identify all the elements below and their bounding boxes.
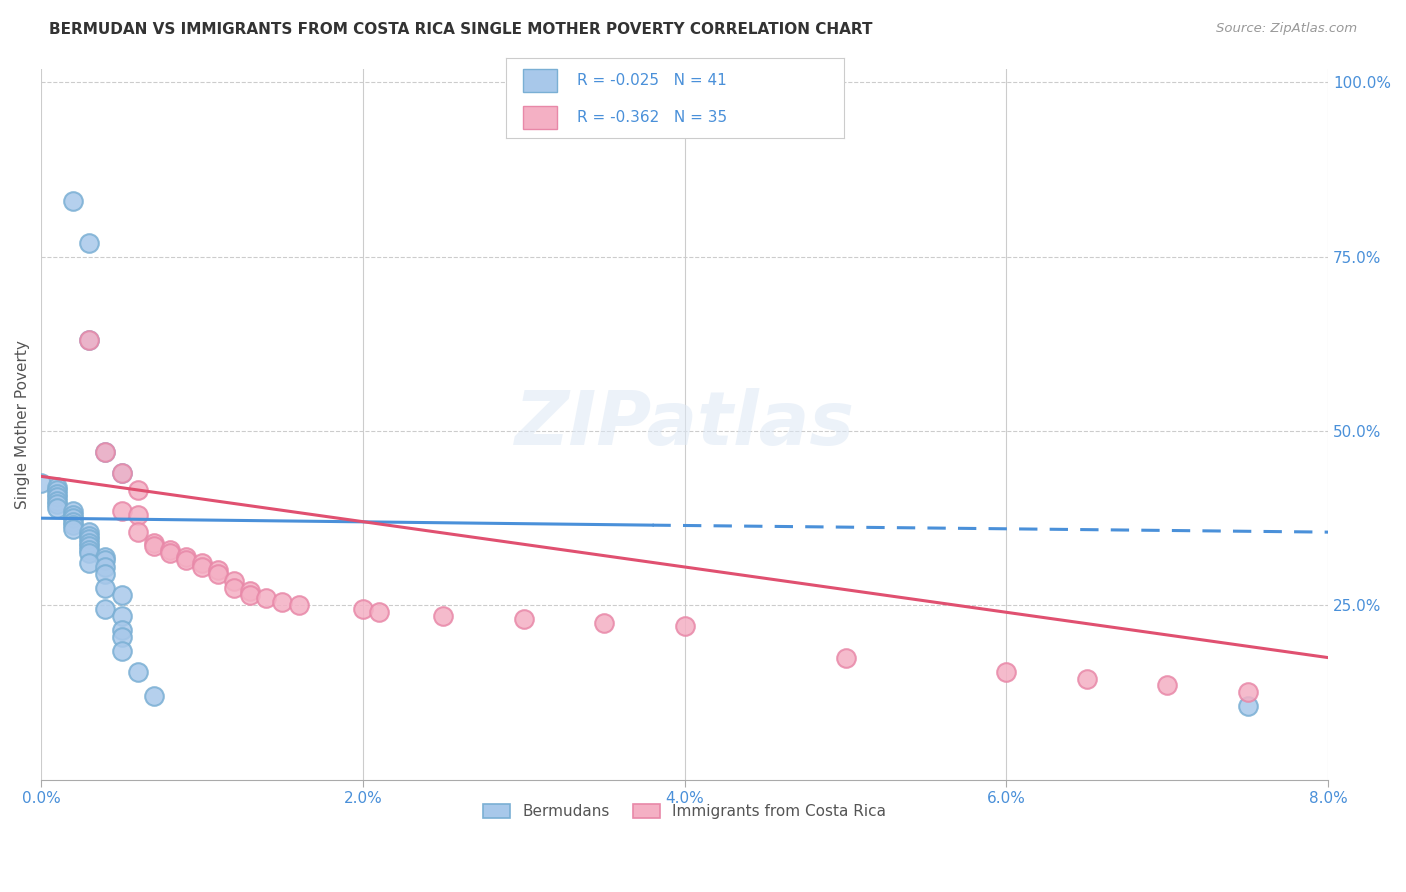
Point	[191, 560, 214, 574]
Point	[110, 466, 132, 480]
Point	[191, 557, 214, 571]
Point	[79, 532, 101, 546]
Point	[207, 564, 229, 578]
Point	[271, 595, 294, 609]
Point	[142, 535, 165, 549]
Point	[62, 511, 84, 525]
Point	[368, 605, 391, 619]
Point	[1236, 685, 1258, 699]
Point	[159, 542, 181, 557]
Point	[79, 546, 101, 560]
Point	[79, 235, 101, 250]
Point	[94, 560, 117, 574]
Point	[127, 525, 149, 540]
Text: BERMUDAN VS IMMIGRANTS FROM COSTA RICA SINGLE MOTHER POVERTY CORRELATION CHART: BERMUDAN VS IMMIGRANTS FROM COSTA RICA S…	[49, 22, 873, 37]
Point	[94, 445, 117, 459]
Point	[513, 612, 536, 626]
Point	[94, 566, 117, 581]
Point	[110, 466, 132, 480]
Point	[834, 650, 856, 665]
Point	[239, 588, 262, 602]
Point	[46, 487, 69, 501]
Point	[79, 334, 101, 348]
Text: R = -0.025   N = 41: R = -0.025 N = 41	[576, 73, 727, 88]
Point	[1236, 699, 1258, 714]
Point	[110, 623, 132, 637]
Point	[1076, 672, 1098, 686]
Point	[79, 535, 101, 549]
Y-axis label: Single Mother Poverty: Single Mother Poverty	[15, 340, 30, 508]
Bar	[523, 106, 557, 128]
Point	[62, 504, 84, 518]
Point	[46, 480, 69, 494]
Point	[593, 615, 616, 630]
Point	[46, 493, 69, 508]
Text: Source: ZipAtlas.com: Source: ZipAtlas.com	[1216, 22, 1357, 36]
Point	[62, 515, 84, 529]
Point	[287, 599, 309, 613]
Point	[94, 445, 117, 459]
Point	[352, 602, 374, 616]
Point	[79, 525, 101, 540]
Point	[110, 630, 132, 644]
Point	[254, 591, 277, 606]
Point	[110, 643, 132, 657]
Point	[94, 602, 117, 616]
Point	[110, 504, 132, 518]
Point	[30, 476, 52, 491]
Point	[79, 539, 101, 553]
Point	[79, 557, 101, 571]
Point	[142, 539, 165, 553]
Point	[159, 546, 181, 560]
Point	[62, 508, 84, 522]
Point	[46, 483, 69, 498]
Point	[1156, 678, 1178, 692]
Text: ZIPatlas: ZIPatlas	[515, 387, 855, 460]
Point	[110, 588, 132, 602]
Point	[432, 608, 454, 623]
Point	[207, 566, 229, 581]
Point	[94, 549, 117, 564]
Point	[79, 528, 101, 542]
Point	[174, 549, 197, 564]
Point	[174, 553, 197, 567]
Point	[239, 584, 262, 599]
Point	[94, 553, 117, 567]
Text: R = -0.362   N = 35: R = -0.362 N = 35	[576, 110, 727, 125]
Point	[127, 508, 149, 522]
Legend: Bermudans, Immigrants from Costa Rica: Bermudans, Immigrants from Costa Rica	[477, 798, 893, 825]
Point	[673, 619, 696, 633]
Point	[62, 522, 84, 536]
Point	[224, 574, 246, 588]
Point	[79, 542, 101, 557]
Point	[995, 665, 1018, 679]
Point	[46, 490, 69, 504]
Point	[142, 689, 165, 703]
Point	[79, 334, 101, 348]
Point	[127, 483, 149, 498]
Bar	[523, 70, 557, 92]
Point	[46, 500, 69, 515]
Point	[94, 581, 117, 595]
Point	[62, 194, 84, 208]
Point	[46, 497, 69, 511]
Point	[62, 518, 84, 533]
Point	[110, 608, 132, 623]
Point	[127, 665, 149, 679]
Point	[224, 581, 246, 595]
